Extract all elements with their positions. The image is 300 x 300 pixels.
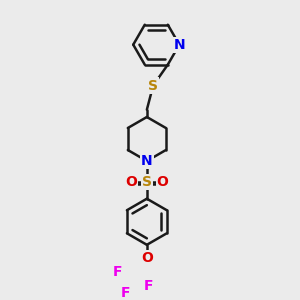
- Text: S: S: [148, 79, 158, 93]
- Text: F: F: [112, 265, 122, 279]
- Text: O: O: [141, 251, 153, 266]
- Text: O: O: [157, 175, 169, 189]
- Text: O: O: [125, 175, 137, 189]
- Text: F: F: [144, 279, 153, 293]
- Text: F: F: [121, 286, 131, 300]
- Text: N: N: [173, 38, 185, 52]
- Text: N: N: [141, 154, 153, 168]
- Text: S: S: [142, 175, 152, 189]
